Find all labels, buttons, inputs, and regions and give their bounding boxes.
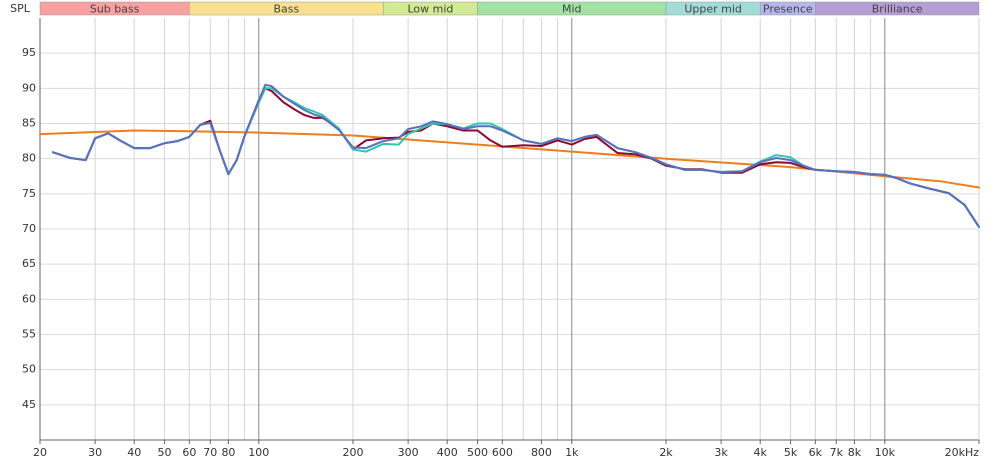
x-tick-label: 8k xyxy=(848,446,862,459)
x-tick-label: 800 xyxy=(531,446,552,459)
x-tick-label: 70 xyxy=(203,446,217,459)
y-tick-label: 85 xyxy=(22,117,36,130)
x-tick-label: 2k xyxy=(659,446,673,459)
x-tick-label: 200 xyxy=(343,446,364,459)
x-tick-label: 300 xyxy=(398,446,419,459)
band-label: Presence xyxy=(763,3,813,16)
band-label: Brilliance xyxy=(872,3,923,16)
x-tick-label: 30 xyxy=(88,446,102,459)
x-tick-label: 4k xyxy=(754,446,768,459)
x-tick-label: 3k xyxy=(714,446,728,459)
response-curve xyxy=(52,87,980,228)
band-label: Sub bass xyxy=(90,3,140,16)
y-tick-label: 45 xyxy=(22,398,36,411)
y-axis-label: SPL xyxy=(10,2,31,15)
x-tick-label: 6k xyxy=(809,446,823,459)
x-tick-label: 40 xyxy=(127,446,141,459)
y-tick-label: 70 xyxy=(22,222,36,235)
y-tick-label: 50 xyxy=(22,363,36,376)
x-tick-label: 500 xyxy=(467,446,488,459)
y-tick-label: 95 xyxy=(22,46,36,59)
x-tick-label: 50 xyxy=(158,446,172,459)
x-tick-label: 80 xyxy=(221,446,235,459)
x-tick-label: 20kHz xyxy=(945,446,980,459)
y-tick-label: 90 xyxy=(22,81,36,94)
y-tick-label: 55 xyxy=(22,328,36,341)
band-label: Mid xyxy=(562,3,582,16)
y-tick-label: 80 xyxy=(22,152,36,165)
band-label: Bass xyxy=(273,3,299,16)
band-label: Upper mid xyxy=(684,3,742,16)
x-tick-label: 10k xyxy=(875,446,896,459)
y-tick-label: 60 xyxy=(22,292,36,305)
x-tick-label: 60 xyxy=(182,446,196,459)
x-tick-label: 5k xyxy=(784,446,798,459)
x-tick-label: 7k xyxy=(830,446,844,459)
x-tick-label: 1k xyxy=(565,446,579,459)
band xyxy=(815,1,980,16)
y-tick-label: 65 xyxy=(22,257,36,270)
response-curve xyxy=(52,83,980,228)
response-curve xyxy=(52,87,980,228)
band-label: Low mid xyxy=(407,3,453,16)
x-tick-label: 20 xyxy=(33,446,47,459)
x-tick-label: 600 xyxy=(492,446,513,459)
x-tick-label: 100 xyxy=(248,446,269,459)
x-tick-label: 400 xyxy=(437,446,458,459)
y-tick-label: 75 xyxy=(22,187,36,200)
